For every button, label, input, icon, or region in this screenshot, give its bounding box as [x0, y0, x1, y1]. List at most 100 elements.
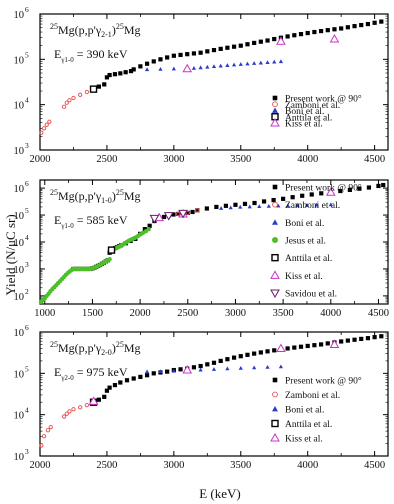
data-point	[71, 407, 76, 412]
data-point	[165, 55, 170, 60]
data-point	[84, 403, 89, 408]
legend: Present work @ 90° Zamboni et al. Boni et …	[270, 183, 362, 300]
data-point	[48, 424, 53, 430]
series-zamboni-et-al	[39, 401, 95, 448]
legend-marker-kiss-et-al	[270, 432, 280, 442]
data-point	[131, 67, 136, 72]
x-tick-label: 3000	[225, 308, 246, 319]
data-point	[359, 336, 364, 342]
series-boni-et-al	[219, 202, 333, 210]
x-axis-label: E (keV)	[199, 486, 241, 501]
chart-panel-b: 1000 1500 2000 2500 3000 3500 4000 450010210310…	[14, 179, 389, 319]
data-point	[195, 208, 200, 213]
data-point	[281, 196, 286, 201]
x-tick-label: 3000	[163, 460, 184, 471]
data-point	[89, 85, 98, 93]
y-tick-exponent: 3	[25, 260, 29, 269]
data-point	[276, 203, 281, 208]
data-point	[365, 21, 371, 27]
data-point	[278, 59, 284, 64]
data-point	[376, 183, 381, 189]
data-point	[298, 344, 304, 349]
data-point	[151, 371, 156, 376]
data-point	[158, 369, 163, 373]
data-point	[182, 63, 193, 73]
data-point	[285, 346, 290, 351]
data-point	[242, 201, 248, 206]
data-point	[319, 191, 324, 196]
y-tick-exponent: 5	[25, 50, 29, 59]
data-point	[258, 350, 263, 355]
data-point	[318, 342, 324, 347]
legend: Present work @ 90° Zamboni et al. Boni et …	[270, 376, 362, 445]
data-point	[225, 366, 230, 371]
data-point	[158, 66, 163, 71]
data-point	[104, 75, 110, 80]
y-tick-exponent: 4	[25, 233, 29, 242]
data-point	[64, 411, 69, 416]
plot-frame	[39, 331, 389, 457]
data-point	[64, 100, 69, 105]
series-savidou-et-al	[149, 209, 188, 224]
data-point	[245, 61, 250, 66]
legend-label: Zamboni et al.	[285, 201, 340, 211]
y-tick-label: 10	[14, 10, 25, 21]
y-tick-exponent: 4	[25, 406, 29, 415]
x-tick-label: 4000	[297, 460, 318, 471]
data-point	[198, 367, 203, 372]
data-point	[339, 339, 344, 344]
data-point	[78, 405, 83, 410]
legend-marker-anttila-et-al	[271, 253, 279, 262]
data-point	[379, 19, 384, 24]
data-point	[39, 443, 44, 448]
data-point	[285, 203, 290, 208]
data-point	[124, 378, 130, 383]
data-point	[231, 62, 237, 67]
chart-panel-c: 2000 2500 3000 3500 4000 450010310410510625Mg…	[14, 323, 389, 471]
legend-marker-kiss-et-al	[270, 270, 280, 279]
energy-label: Eγ1-0 = 585 keV	[54, 213, 128, 230]
data-point	[45, 428, 51, 433]
data-point	[372, 335, 377, 340]
data-point	[218, 358, 223, 363]
legend-marker-boni-et-al	[272, 406, 278, 412]
data-point	[238, 43, 243, 48]
data-point	[252, 351, 257, 356]
data-point	[39, 130, 44, 135]
legend-label: Zamboni et al.	[285, 101, 340, 111]
x-tick-label: 2500	[96, 460, 117, 471]
data-point	[365, 336, 371, 341]
y-tick-exponent: 3	[25, 141, 29, 150]
data-point	[231, 355, 237, 360]
legend-marker-boni-et-al	[272, 107, 278, 113]
data-point	[96, 84, 101, 89]
data-point	[185, 210, 190, 216]
data-point	[205, 49, 210, 54]
y-tick-label: 10	[14, 369, 25, 380]
reaction-label: 25Mg(p,p'γ2-0)25Mg	[50, 340, 140, 357]
data-point	[352, 337, 357, 342]
data-point	[309, 192, 314, 197]
data-point	[228, 205, 233, 210]
y-tick-exponent: 5	[25, 364, 29, 373]
data-point	[178, 209, 188, 219]
x-tick-label: 4000	[320, 308, 341, 319]
data-point	[329, 34, 340, 43]
series-boni-et-al	[144, 59, 284, 72]
legend-label: Zamboni et al.	[285, 391, 340, 401]
x-tick-label: 3000	[163, 154, 184, 165]
data-point	[252, 40, 257, 46]
data-point	[211, 64, 217, 69]
legend-label: Present work @ 90°	[285, 183, 362, 194]
data-point	[198, 363, 203, 369]
data-point	[102, 82, 107, 87]
data-point	[325, 341, 330, 346]
data-point	[338, 188, 343, 194]
data-point	[219, 206, 224, 210]
data-point	[366, 185, 372, 190]
data-point	[204, 206, 209, 211]
y-tick-label: 10	[14, 146, 25, 157]
data-point	[325, 28, 330, 33]
x-tick-label: 2500	[96, 154, 117, 165]
data-point	[67, 409, 72, 414]
